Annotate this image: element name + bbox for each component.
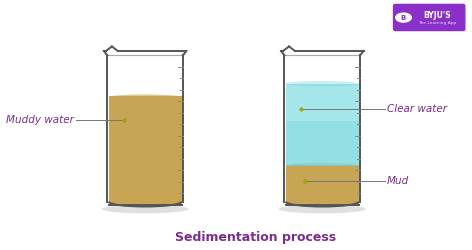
Text: Clear water: Clear water [387,104,447,114]
Bar [286,84,359,166]
Ellipse shape [286,163,359,168]
Bar [286,84,359,121]
Text: Sedimentation process: Sedimentation process [175,231,336,244]
Ellipse shape [101,205,189,214]
Text: The Learning App: The Learning App [418,21,456,25]
FancyBboxPatch shape [394,4,465,30]
Text: Mud: Mud [387,176,409,186]
Text: Muddy water: Muddy water [6,115,74,125]
Text: BYJU'S: BYJU'S [423,11,451,20]
Ellipse shape [286,81,359,86]
Text: B: B [401,14,406,20]
Bar [286,165,359,204]
Ellipse shape [109,94,182,100]
Ellipse shape [279,205,366,214]
Bar [109,96,182,204]
Circle shape [396,13,411,22]
